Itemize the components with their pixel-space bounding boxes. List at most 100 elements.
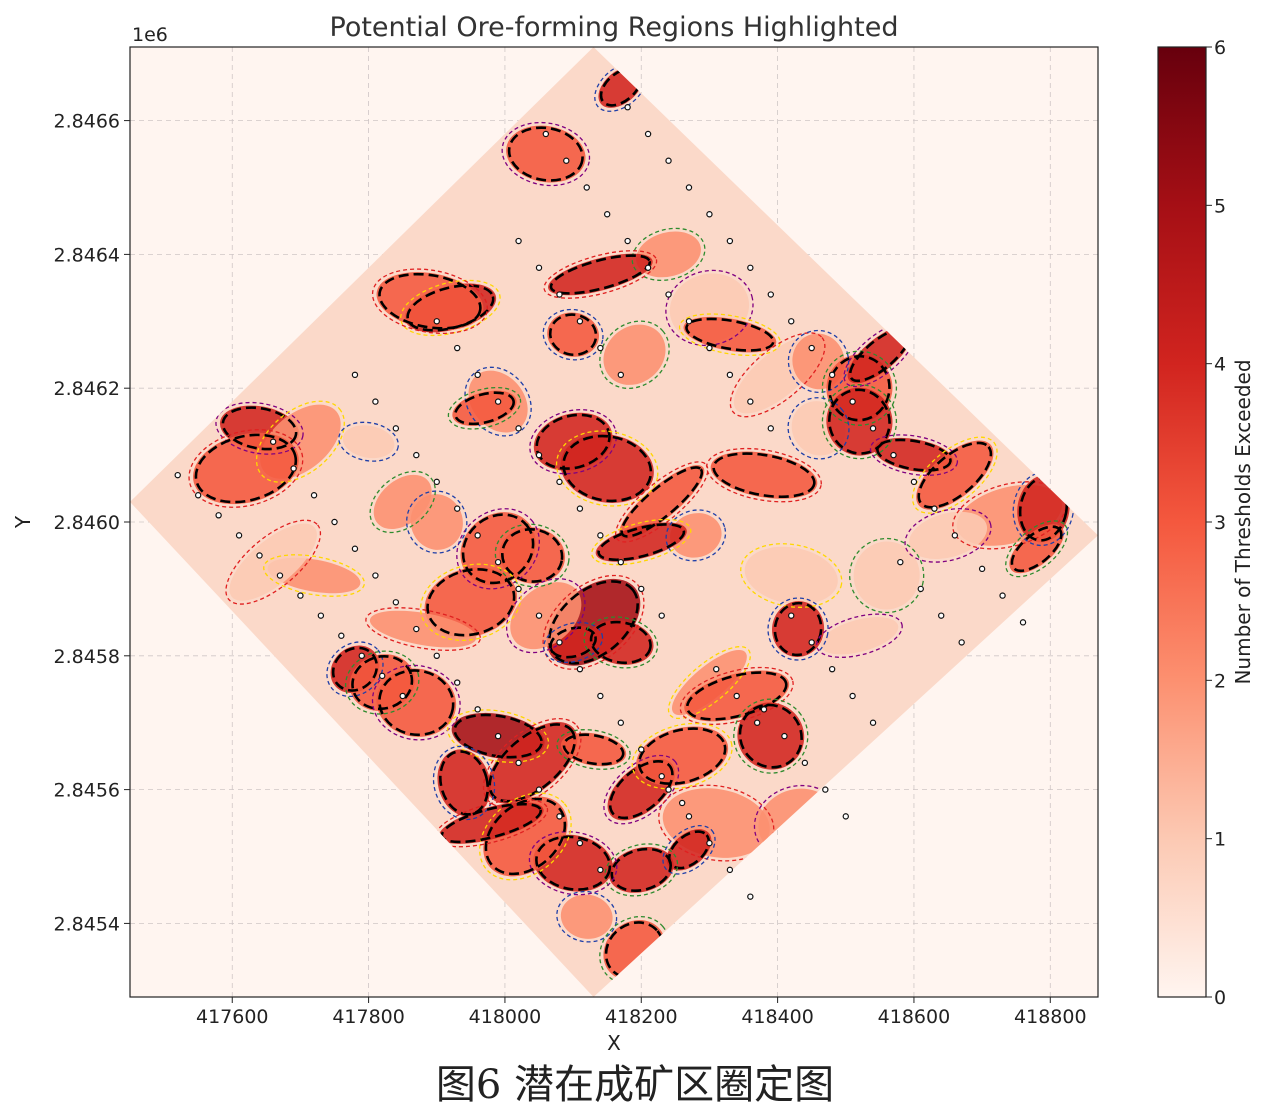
sample-point [413,451,420,459]
sample-point [351,545,359,552]
threshold-contour [706,447,822,503]
y-tick-label: 2.8460 [54,512,120,534]
anomaly-cell [560,434,654,503]
threshold-contour [665,509,727,562]
threshold-contour [631,227,706,282]
threshold-contour [447,386,522,430]
highlight-contour [535,835,612,891]
sample-point [638,585,645,593]
anomaly-cell [737,702,805,770]
highlight-contour [548,580,639,665]
x-tick-label: 417800 [332,1006,405,1028]
threshold-contour [556,729,631,770]
sample-point [1019,619,1027,626]
sample-point [788,612,795,619]
y-offset-label: 1e6 [132,24,168,46]
highlight-contour [712,452,816,499]
colorbar [1157,46,1207,998]
sample-point [256,552,263,559]
sample-point [706,211,713,218]
highlight-contour [610,847,673,893]
sample-point [338,632,345,639]
colorbar-label: Number of Thresholds Exceeded [1231,359,1255,684]
threshold-contour [591,518,692,566]
highlight-contour [549,626,597,659]
threshold-contour [338,421,399,462]
anomaly-cell [636,726,729,786]
highlight-contour [439,750,490,816]
sample-point [685,318,693,325]
threshold-contour [479,792,572,881]
sample-point [842,813,849,820]
sample-point [788,318,795,325]
threshold-contour [583,616,659,669]
anomaly-cell [369,610,477,648]
anomaly-cell [376,668,457,737]
sample-point [556,639,563,646]
threshold-contour [733,698,809,774]
anomaly-cell [853,541,920,610]
y-tick-label: 2.8462 [54,378,120,400]
sample-point [638,746,645,753]
sample-point [454,505,461,512]
sample-point [351,371,359,379]
threshold-contour [482,717,582,808]
sample-point [433,478,440,486]
sample-point [535,612,543,619]
highlight-contour [549,254,652,295]
threshold-contour [542,308,604,361]
highlight-contour [562,733,625,766]
y-tick-label: 2.8456 [54,780,120,802]
highlight-contour [1010,525,1063,573]
sample-point [297,592,304,599]
anomaly-cell [619,465,705,539]
highlight-contour [685,317,775,352]
sample-point [563,157,570,164]
sample-point [317,612,325,619]
sample-point [454,344,461,352]
sample-point [747,893,754,900]
sample-point [644,130,652,138]
sample-point [474,532,481,539]
anomaly-cell [547,312,599,357]
y-tick-label: 2.8458 [54,646,120,668]
sample-point [617,558,625,566]
threshold-contour [604,843,679,897]
highlight-contour [548,313,598,357]
sample-point [542,130,550,138]
sample-point [379,672,386,680]
sample-point [576,505,584,512]
y-tick-label: 2.8454 [54,913,120,935]
threshold-contour [849,537,925,614]
threshold-contour [400,279,501,337]
colorbar-tick-label: 5 [1214,195,1226,217]
sample-point [597,344,604,352]
x-tick-label: 418400 [741,1006,814,1028]
threshold-contour [543,250,658,299]
sample-point [372,398,379,405]
sample-point [999,592,1006,599]
sample-point [617,371,625,379]
threshold-contour [821,350,898,426]
highlight-contour [453,391,515,426]
anomaly-cell [603,324,666,385]
sample-point [760,706,768,713]
threshold-contour [787,397,850,460]
figure-caption: 图6 潜在成矿区圈定图 [435,1062,835,1108]
highlight-contour [876,438,952,472]
sample-point [726,866,734,874]
highlight-contour [562,434,653,503]
sample-point [706,344,713,352]
anomaly-cell [826,387,893,456]
y-tick-label: 2.8464 [54,244,120,266]
threshold-contour [188,429,304,508]
highlight-contour [378,272,482,330]
sample-point [808,344,815,352]
x-axis: 417600 417800 418000 418200 418400 418600 4188… [196,997,1087,1028]
threshold-contour [911,436,998,514]
anomaly-cell [666,829,712,871]
sample-point [576,839,584,847]
threshold-contour [326,641,384,698]
sample-point [767,291,774,298]
sample-point [747,398,754,405]
